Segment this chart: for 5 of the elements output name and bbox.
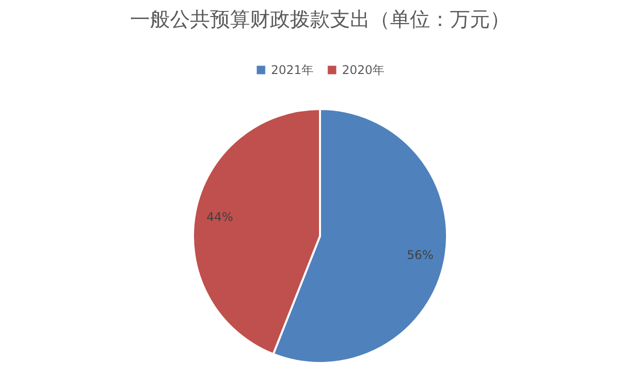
- data-label: 44%: [206, 210, 234, 224]
- data-label: 56%: [406, 248, 434, 262]
- chart-title: 一般公共预算财政拨款支出（单位：万元）: [130, 7, 510, 31]
- legend-label: 2020年: [342, 63, 385, 77]
- legend-label: 2021年: [271, 63, 314, 77]
